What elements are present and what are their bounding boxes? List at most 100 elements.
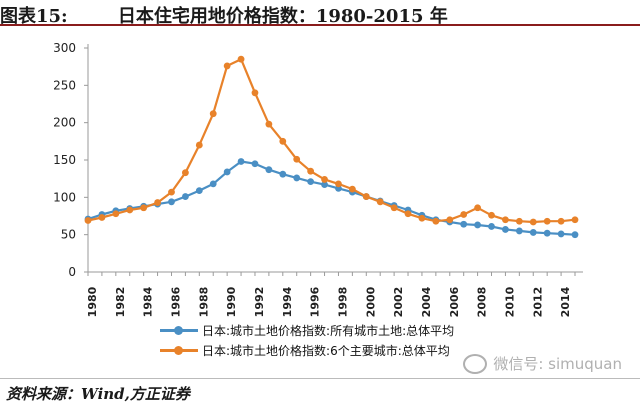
- series-2-point: [488, 211, 495, 219]
- series-1-point: [307, 178, 315, 186]
- series-2-point: [515, 217, 523, 225]
- series-2-point: [112, 210, 120, 218]
- x-tick-label: 1984: [142, 286, 155, 317]
- footer: 资料来源：Wind,方正证券: [0, 378, 640, 404]
- series-1-point: [293, 174, 301, 182]
- series-2-point: [307, 167, 315, 175]
- series-2-point: [376, 198, 384, 206]
- series-2-point: [362, 193, 370, 200]
- y-tick-label: 100: [53, 190, 76, 204]
- series-2-point: [404, 210, 412, 218]
- series-1-point: [265, 166, 273, 174]
- source-note: 资料来源：Wind,方正证券: [6, 385, 190, 403]
- series-2-point: [279, 137, 287, 145]
- series-2-point: [265, 120, 273, 128]
- y-tick-label: 250: [53, 78, 76, 92]
- series-2-point: [154, 199, 161, 206]
- series-1-point: [321, 181, 328, 189]
- series-2-point: [446, 216, 454, 224]
- legend-label-series-1: 日本:城市土地价格指数:所有城市土地:总体平均: [202, 323, 455, 338]
- watermark-text: 微信号: simuquan: [493, 355, 622, 373]
- series-1-point: [502, 226, 509, 233]
- x-tick-label: 1982: [114, 287, 127, 318]
- series-2-point: [460, 211, 468, 218]
- series-2-point: [390, 204, 398, 212]
- x-tick-label: 2006: [448, 286, 461, 317]
- series-2-point: [195, 141, 203, 149]
- series-2-point: [335, 180, 342, 188]
- legend-swatch-series-2: [160, 345, 198, 355]
- series-line-2: [87, 58, 576, 224]
- x-tick-label: 2010: [503, 286, 516, 317]
- legend-swatch-series-1: [160, 325, 198, 335]
- legend-item-series-1: 日本:城市土地价格指数:所有城市土地:总体平均: [160, 320, 454, 340]
- series-2-point: [223, 62, 231, 70]
- series-2-point: [529, 218, 537, 226]
- series-1-point: [571, 231, 579, 239]
- x-tick-label: 1990: [225, 286, 238, 317]
- series-2-point: [418, 214, 426, 222]
- chart-area: 0 50 100 150 200 250 300 1980 1982 1984 1986 1988 19…: [0, 30, 640, 375]
- series-2-point: [502, 216, 509, 224]
- series-2-point: [557, 217, 565, 225]
- x-tick-label: 2000: [364, 286, 377, 317]
- series-2-point: [543, 217, 551, 225]
- series-2-point: [571, 216, 579, 224]
- watermark: 微信号: simuquan: [463, 353, 622, 374]
- series-2-point: [168, 188, 175, 196]
- series-2-point: [140, 204, 148, 212]
- series-2-point: [321, 176, 328, 183]
- x-tick-label: 1980: [86, 286, 99, 317]
- series-2-point: [84, 217, 92, 224]
- series-1-point: [557, 230, 565, 238]
- series-1-point: [279, 170, 287, 178]
- x-tick-label: 1994: [281, 286, 294, 317]
- series-1-point: [474, 221, 481, 229]
- series-2-point: [293, 155, 301, 163]
- series-line-1: [87, 160, 576, 236]
- series-2-point: [182, 169, 189, 177]
- series-1-point: [182, 193, 189, 200]
- x-tick-label: 1996: [309, 286, 322, 317]
- x-tick-label: 1992: [253, 287, 266, 318]
- series-1-point: [195, 187, 203, 195]
- series-2-point: [98, 214, 106, 221]
- y-tick-label: 200: [53, 116, 76, 130]
- x-tick-label: 1998: [336, 287, 349, 318]
- series-1-point: [168, 198, 175, 206]
- x-tick-label: 2004: [420, 286, 433, 317]
- series-2-point: [474, 204, 481, 212]
- x-tick-label: 2014: [559, 286, 572, 317]
- series-1-point: [543, 229, 551, 237]
- x-tick-label: 2002: [392, 287, 405, 318]
- wechat-icon: [463, 353, 488, 374]
- line-chart: 0 50 100 150 200 250 300 1980 1982 1984 1986 1988 19…: [53, 41, 583, 318]
- page-title: 图表15: 日本住宅用地价格指数：1980-2015 年: [0, 6, 448, 27]
- legend-label-series-2: 日本:城市土地价格指数:6个主要城市:总体平均: [202, 343, 450, 358]
- series-1-point: [488, 223, 495, 230]
- series-1-point: [460, 220, 468, 228]
- y-tick-label: 50: [61, 228, 76, 242]
- y-tick-label: 0: [68, 265, 76, 279]
- series-2-point: [126, 206, 134, 214]
- series-2-point: [432, 217, 440, 225]
- series-2-point: [348, 185, 356, 193]
- title-bar: 图表15: 日本住宅用地价格指数：1980-2015 年: [0, 0, 640, 27]
- x-tick-label: 2008: [476, 287, 489, 318]
- series-1-point: [209, 180, 217, 188]
- y-tick-label: 300: [53, 41, 76, 55]
- x-tick-label: 2012: [531, 287, 544, 318]
- y-tick-label: 150: [53, 153, 76, 167]
- series-1-point: [223, 168, 231, 176]
- series-2-point: [209, 110, 217, 118]
- series-2-point: [251, 89, 259, 97]
- series-1-point: [529, 229, 537, 236]
- series-1-point: [251, 160, 259, 168]
- x-tick-label: 1986: [169, 286, 182, 317]
- legend: 日本:城市土地价格指数:所有城市土地:总体平均 日本:城市土地价格指数:6个主要…: [160, 320, 454, 360]
- series-2-point: [237, 55, 245, 63]
- x-tick-label: 1988: [197, 287, 210, 318]
- series-1-point: [237, 158, 245, 165]
- series-1-point: [515, 227, 523, 235]
- legend-item-series-2: 日本:城市土地价格指数:6个主要城市:总体平均: [160, 340, 454, 360]
